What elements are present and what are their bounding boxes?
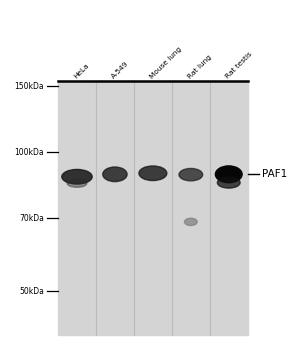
- Text: HeLa: HeLa: [73, 62, 90, 79]
- Ellipse shape: [139, 166, 167, 181]
- Text: Rat lung: Rat lung: [187, 54, 213, 79]
- Ellipse shape: [62, 169, 92, 184]
- Text: Mouse lung: Mouse lung: [149, 46, 183, 79]
- Ellipse shape: [217, 177, 240, 188]
- Ellipse shape: [103, 167, 127, 182]
- Text: PAF1: PAF1: [262, 169, 287, 179]
- Text: A-549: A-549: [111, 60, 130, 79]
- Text: 100kDa: 100kDa: [14, 148, 44, 157]
- Text: 70kDa: 70kDa: [19, 214, 44, 223]
- Bar: [58, 81, 248, 335]
- Ellipse shape: [179, 168, 203, 181]
- Text: Rat testis: Rat testis: [224, 51, 253, 79]
- Text: 50kDa: 50kDa: [19, 287, 44, 296]
- Text: 150kDa: 150kDa: [14, 82, 44, 91]
- Ellipse shape: [184, 218, 197, 225]
- Ellipse shape: [215, 166, 242, 183]
- Ellipse shape: [67, 179, 87, 187]
